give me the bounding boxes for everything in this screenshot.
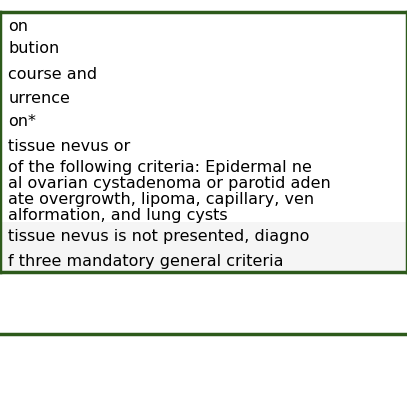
- Text: on: on: [8, 19, 28, 34]
- Text: of the following criteria: Epidermal ne: of the following criteria: Epidermal ne: [8, 160, 312, 175]
- Text: bution: bution: [8, 42, 59, 56]
- Text: ate overgrowth, lipoma, capillary, ven: ate overgrowth, lipoma, capillary, ven: [8, 192, 314, 207]
- Bar: [0, 222, 408, 272]
- Text: urrence: urrence: [8, 91, 70, 106]
- Text: course and: course and: [8, 67, 97, 82]
- Text: tissue nevus or: tissue nevus or: [8, 139, 130, 154]
- Text: al ovarian cystadenoma or parotid aden: al ovarian cystadenoma or parotid aden: [8, 176, 331, 191]
- Text: alformation, and lung cysts: alformation, and lung cysts: [8, 208, 228, 223]
- Text: on*: on*: [8, 114, 36, 129]
- Text: tissue nevus is not presented, diagno: tissue nevus is not presented, diagno: [8, 229, 310, 244]
- Text: f three mandatory general criteria: f three mandatory general criteria: [8, 254, 283, 269]
